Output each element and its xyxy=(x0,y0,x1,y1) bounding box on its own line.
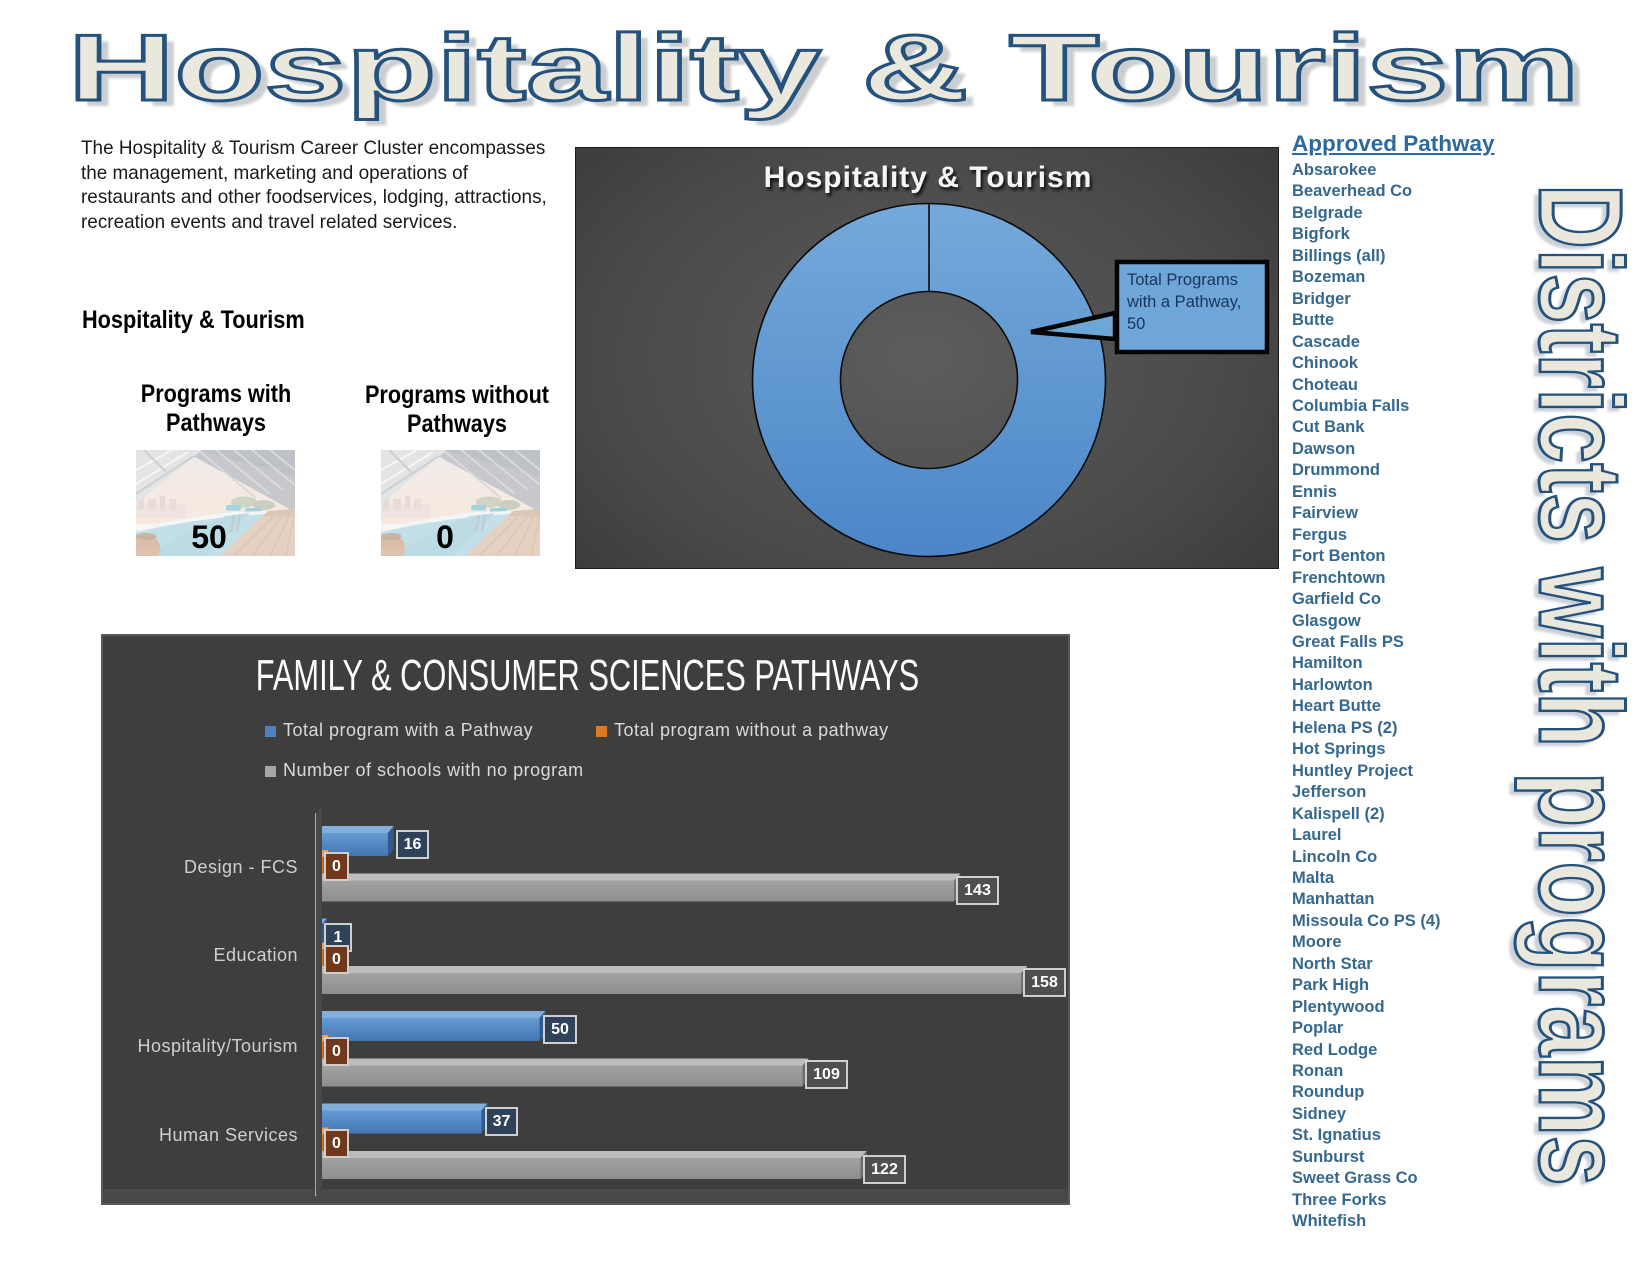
svg-text:50: 50 xyxy=(1127,315,1145,333)
svg-text:with a Pathway,: with a Pathway, xyxy=(1126,293,1241,311)
svg-text:Total Programs: Total Programs xyxy=(1127,271,1238,289)
